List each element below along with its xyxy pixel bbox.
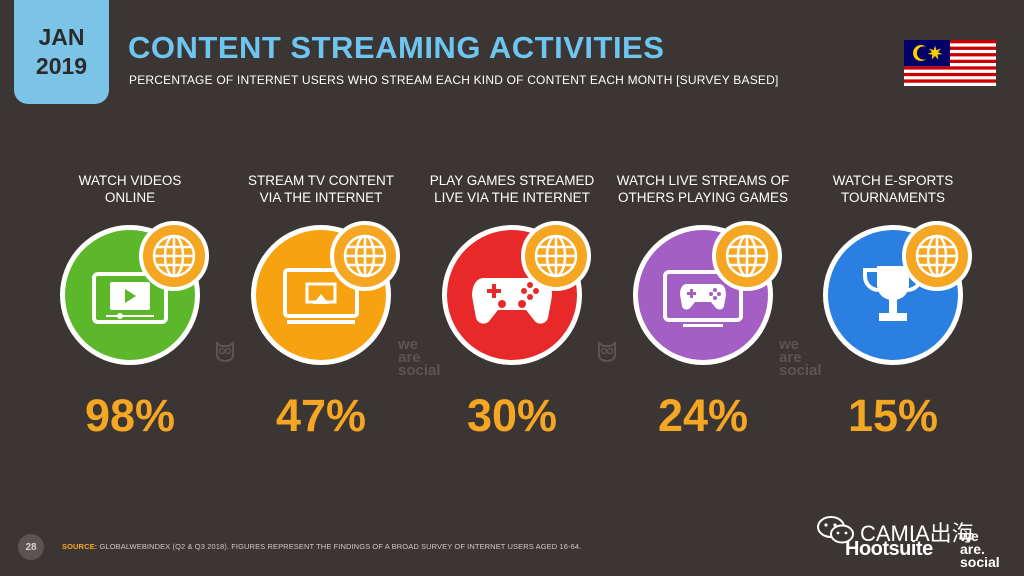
activity-label: STREAM TV CONTENT VIA THE INTERNET — [247, 173, 394, 205]
we-are-social-watermark: we are social — [398, 336, 441, 379]
activity-card-play-games: PLAY GAMES STREAMED LIVE VIA THE INTERNE… — [422, 172, 602, 441]
page-number: 28 — [18, 534, 44, 560]
page-subtitle: PERCENTAGE OF INTERNET USERS WHO STREAM … — [129, 73, 779, 87]
we-are-social-logo: we are. social — [960, 528, 1000, 570]
activity-card-watch-videos: WATCH VIDEOS ONLINE 98% — [40, 172, 220, 441]
globe-icon — [902, 221, 972, 291]
activity-percentage: 47% — [275, 390, 367, 441]
malaysia-flag-icon — [904, 40, 996, 86]
activity-card-e-sports: WATCH E-SPORTS TOURNAMENTS 15% — [803, 172, 983, 441]
globe-icon — [712, 221, 782, 291]
camia-brand: CAMIA出海 — [860, 521, 974, 546]
date-badge: JAN 2019 — [14, 0, 109, 104]
owl-watermark-icon — [216, 341, 234, 362]
owl-watermark-icon — [598, 341, 616, 362]
wechat-icon — [817, 516, 854, 544]
gamepad-icon — [472, 278, 552, 324]
source-note: SOURCE: GLOBALWEBINDEX (Q2 & Q3 2018). F… — [62, 542, 581, 551]
source-text: GLOBALWEBINDEX (Q2 & Q3 2018). FIGURES R… — [99, 542, 582, 551]
globe-icon — [521, 221, 591, 291]
activity-percentage: 98% — [84, 390, 176, 441]
gamepad-screen-icon — [663, 270, 743, 327]
activity-card-stream-tv: STREAM TV CONTENT VIA THE INTERNET 47% — [231, 172, 411, 441]
activity-percentage: 30% — [466, 390, 558, 441]
source-label: SOURCE: — [62, 542, 98, 551]
page-title: CONTENT STREAMING ACTIVITIES — [128, 30, 665, 65]
activity-percentage: 15% — [847, 390, 939, 441]
activity-label: WATCH E-SPORTS TOURNAMENTS — [832, 173, 954, 205]
activity-label: WATCH LIVE STREAMS OF OTHERS PLAYING GAM… — [616, 173, 790, 205]
hootsuite-logo: Hootsuite — [845, 538, 933, 560]
activity-percentage: 24% — [657, 390, 749, 441]
globe-icon — [330, 221, 400, 291]
video-player-icon — [92, 272, 168, 324]
globe-icon — [139, 221, 209, 291]
we-are-social-watermark: we are social — [779, 336, 822, 379]
activity-card-watch-live-streams: WATCH LIVE STREAMS OF OTHERS PLAYING GAM… — [613, 172, 793, 441]
date-month: JAN — [38, 24, 85, 50]
activity-label: WATCH VIDEOS ONLINE — [78, 173, 182, 205]
date-year: 2019 — [35, 53, 88, 79]
activity-label: PLAY GAMES STREAMED LIVE VIA THE INTERNE… — [429, 173, 595, 205]
tv-stream-icon — [283, 268, 359, 324]
